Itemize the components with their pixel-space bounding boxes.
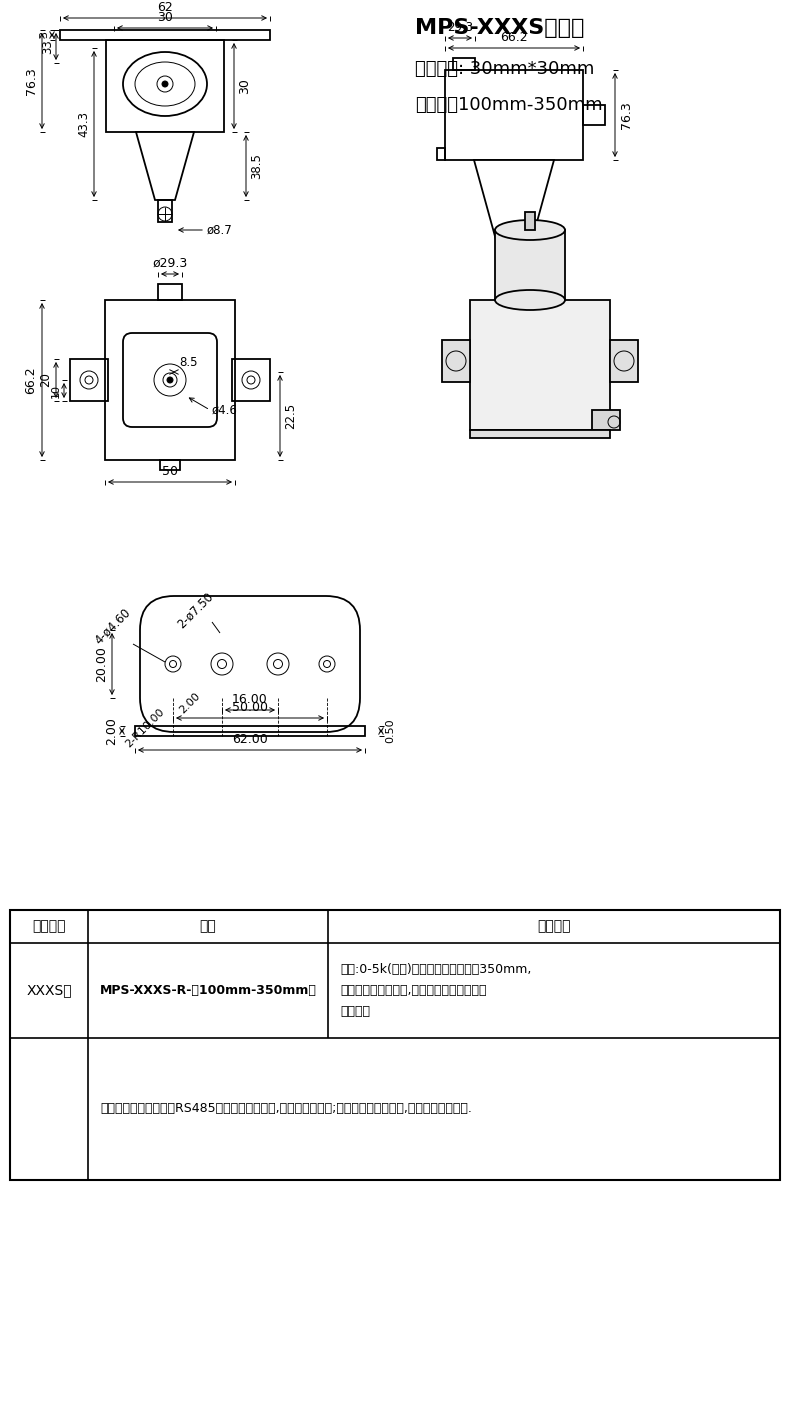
Polygon shape — [474, 159, 554, 240]
Bar — [158, 200, 172, 222]
Bar — [105, 301, 235, 460]
Bar — [232, 358, 270, 401]
Text: 量程范围100mm-350mm: 量程范围100mm-350mm — [415, 96, 603, 114]
Text: 66.2: 66.2 — [500, 31, 528, 44]
Text: 2-ø7.50: 2-ø7.50 — [175, 590, 216, 631]
Bar — [610, 340, 638, 382]
Ellipse shape — [135, 62, 195, 106]
FancyBboxPatch shape — [140, 595, 360, 732]
Text: MPS-XXXS-R-（100mm-350mm）: MPS-XXXS-R-（100mm-350mm） — [100, 983, 317, 998]
Bar — [453, 58, 475, 71]
Text: 2.00: 2.00 — [178, 691, 202, 715]
Polygon shape — [136, 133, 194, 200]
Text: 4-ø4.60: 4-ø4.60 — [92, 605, 134, 646]
Text: 3: 3 — [39, 31, 49, 38]
Text: 8.5: 8.5 — [179, 356, 198, 370]
Text: 50: 50 — [162, 466, 178, 478]
Text: 如需要电压、电流或者RS485数字信号输出方式,可以另加变送器;如需要脉冲信号输出,需要选配小编码器.: 如需要电压、电流或者RS485数字信号输出方式,可以另加变送器;如需要脉冲信号输… — [100, 1102, 472, 1116]
Text: 电阻:0-5k(默认)该型号最长非标做到350mm,
如需要模拟信号输出,可以另外加配电子外置
模块实现: 电阻:0-5k(默认)该型号最长非标做到350mm, 如需要模拟信号输出,可以另… — [340, 962, 532, 1017]
Text: 2.00: 2.00 — [105, 717, 118, 745]
Text: ø29.3: ø29.3 — [152, 257, 188, 270]
Bar — [160, 460, 180, 470]
Text: MPS-XXXS拉绳尺: MPS-XXXS拉绳尺 — [415, 18, 585, 38]
Bar — [470, 301, 610, 430]
Text: 10: 10 — [51, 384, 61, 398]
Text: 29.3: 29.3 — [447, 21, 473, 34]
Text: 62.00: 62.00 — [232, 732, 268, 746]
FancyBboxPatch shape — [123, 333, 217, 428]
Bar — [437, 148, 445, 159]
Bar — [10, 910, 780, 1180]
Text: 62: 62 — [157, 1, 173, 14]
Text: 76.3: 76.3 — [620, 102, 633, 128]
Text: ø8.7: ø8.7 — [207, 223, 233, 237]
Ellipse shape — [495, 291, 565, 310]
Text: 50.00: 50.00 — [232, 701, 268, 714]
Bar — [495, 230, 565, 301]
Text: 22.5: 22.5 — [284, 404, 297, 429]
Bar — [442, 340, 470, 382]
Text: 输出方式: 输出方式 — [537, 920, 570, 934]
Bar — [60, 30, 270, 40]
Text: ø4.6: ø4.6 — [212, 404, 238, 416]
Ellipse shape — [495, 220, 565, 240]
Text: 0.50: 0.50 — [385, 718, 395, 744]
Bar — [135, 727, 365, 737]
Text: 33: 33 — [41, 40, 54, 54]
Ellipse shape — [123, 52, 207, 116]
Text: 2-R10.00: 2-R10.00 — [123, 707, 167, 749]
Text: 20.00: 20.00 — [95, 646, 108, 682]
Bar — [106, 40, 224, 133]
Text: 30: 30 — [238, 78, 251, 95]
Circle shape — [167, 377, 173, 382]
Text: 66.2: 66.2 — [24, 367, 37, 394]
Bar — [470, 430, 610, 437]
Text: 主体尺寸: 30mm*30mm: 主体尺寸: 30mm*30mm — [415, 61, 594, 78]
Bar — [583, 104, 605, 126]
Text: XXXS型: XXXS型 — [26, 983, 72, 998]
Text: 76.3: 76.3 — [25, 68, 38, 95]
Circle shape — [162, 80, 168, 87]
Text: 43.3: 43.3 — [77, 111, 90, 137]
Bar — [445, 71, 583, 159]
Bar — [70, 358, 108, 401]
Text: 20: 20 — [39, 373, 52, 388]
Text: 产品系列: 产品系列 — [32, 920, 66, 934]
Text: 30: 30 — [157, 11, 173, 24]
Bar — [592, 411, 620, 430]
Bar — [525, 212, 535, 230]
Bar — [158, 284, 182, 301]
Text: 38.5: 38.5 — [250, 152, 263, 179]
Text: 型号: 型号 — [200, 920, 216, 934]
Text: 16.00: 16.00 — [232, 693, 268, 706]
